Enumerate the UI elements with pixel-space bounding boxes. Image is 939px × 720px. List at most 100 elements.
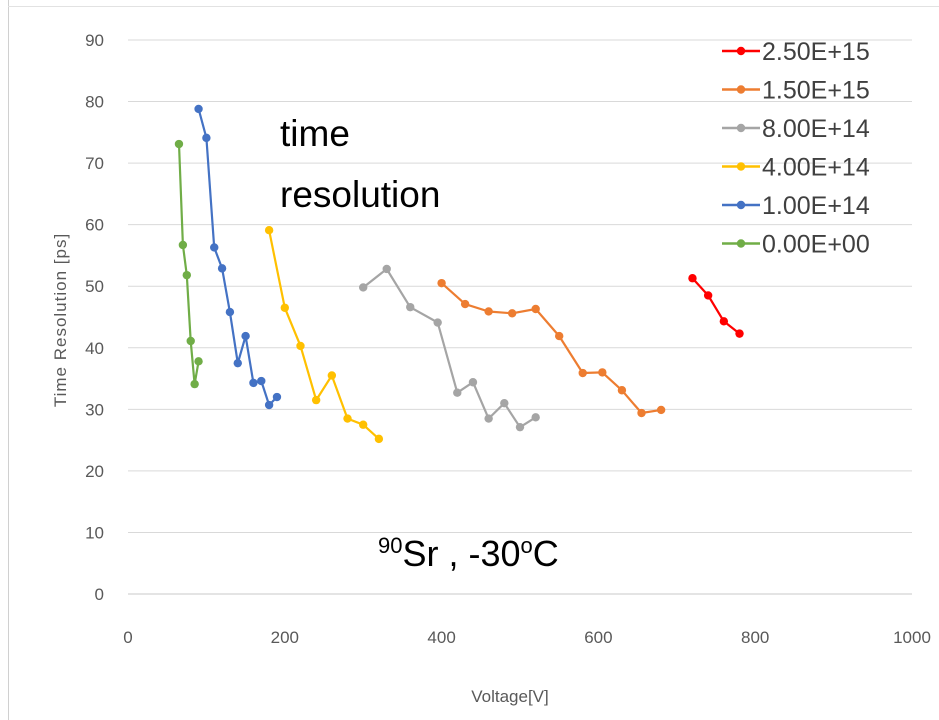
y-axis-title: Time Resolution [ps] xyxy=(51,233,70,407)
legend-entry: 2.50E+15 xyxy=(722,38,870,66)
data-point xyxy=(374,434,384,444)
data-point xyxy=(484,414,493,423)
annotation-isotope-mass: 90 xyxy=(378,533,402,558)
data-point xyxy=(719,317,729,326)
legend-entry: 1.00E+14 xyxy=(722,192,870,220)
x-tick-label: 200 xyxy=(271,628,299,647)
series-8.00E+14 xyxy=(359,264,540,432)
data-point xyxy=(382,264,391,274)
data-point xyxy=(272,392,282,402)
series-1.50E+15 xyxy=(437,278,666,418)
legend-label: 4.00E+14 xyxy=(762,154,870,182)
x-axis-title: Voltage[V] xyxy=(471,687,549,706)
data-point xyxy=(500,398,509,408)
legend-swatch-marker xyxy=(736,85,746,94)
y-tick-label: 60 xyxy=(85,216,104,235)
data-point xyxy=(598,368,607,377)
data-point xyxy=(460,299,470,309)
legend-swatch-marker xyxy=(736,123,746,133)
x-tick-label: 1000 xyxy=(893,628,931,647)
data-point xyxy=(210,243,219,252)
annotation-degree: o xyxy=(521,533,533,558)
annotation-resolution: resolution xyxy=(280,174,440,215)
data-point xyxy=(433,318,442,327)
data-point xyxy=(453,388,462,397)
series-line xyxy=(691,277,741,335)
x-tick-label: 600 xyxy=(584,628,612,647)
data-point xyxy=(359,283,368,292)
legend-label: 1.00E+14 xyxy=(762,192,870,220)
series-line xyxy=(268,229,380,440)
data-point xyxy=(264,400,274,410)
data-point xyxy=(468,378,478,387)
series-0.00E+00 xyxy=(174,139,203,389)
data-point xyxy=(280,303,289,312)
data-point xyxy=(484,307,493,316)
legend-label: 0.00E+00 xyxy=(762,231,870,259)
data-point xyxy=(555,331,564,341)
data-point xyxy=(174,139,184,149)
legend-swatch-marker xyxy=(736,200,746,210)
y-tick-label: 30 xyxy=(85,400,104,419)
data-point xyxy=(507,309,517,318)
data-point xyxy=(225,307,235,317)
legend-label: 1.50E+15 xyxy=(762,77,870,105)
x-tick-label: 0 xyxy=(123,628,132,647)
y-tick-label: 50 xyxy=(85,277,104,296)
legend-entry: 1.50E+15 xyxy=(722,77,870,105)
series-2.50E+15 xyxy=(688,274,744,338)
annotation-source-temp: 90Sr , -30oC xyxy=(378,533,559,574)
data-point xyxy=(406,302,415,312)
y-tick-label: 0 xyxy=(95,585,104,604)
y-tick-label: 10 xyxy=(85,523,104,542)
data-point xyxy=(437,278,446,288)
legend-label: 8.00E+14 xyxy=(762,115,870,143)
data-point xyxy=(656,405,666,415)
data-point xyxy=(190,379,199,389)
data-point xyxy=(217,264,227,273)
legend-swatch-marker xyxy=(736,239,746,248)
data-point xyxy=(249,378,258,388)
annotation-time: time xyxy=(280,113,350,154)
data-point xyxy=(257,376,266,386)
data-point xyxy=(578,368,587,378)
data-point xyxy=(296,341,305,351)
data-point xyxy=(182,270,191,280)
data-point xyxy=(688,274,697,283)
y-tick-label: 20 xyxy=(85,462,104,481)
legend-entry: 0.00E+00 xyxy=(722,231,870,259)
data-point xyxy=(178,240,188,250)
annotation-unit: C xyxy=(533,533,559,574)
data-point xyxy=(194,357,203,366)
data-point xyxy=(515,422,525,432)
y-tick-label: 70 xyxy=(85,154,104,173)
series-line xyxy=(362,267,537,429)
legend-label: 2.50E+15 xyxy=(762,38,870,66)
data-point xyxy=(264,226,274,235)
series-4.00E+14 xyxy=(264,226,384,444)
series-1.00E+14 xyxy=(194,104,282,410)
legend-swatch-marker xyxy=(736,162,746,171)
legend-entry: 8.00E+14 xyxy=(722,115,870,143)
data-point xyxy=(241,331,250,341)
data-point xyxy=(311,395,321,405)
y-tick-label: 40 xyxy=(85,339,104,358)
annotation-isotope-symbol: Sr , -30 xyxy=(402,533,520,574)
data-point xyxy=(186,336,195,346)
data-point xyxy=(531,413,540,422)
y-tick-label: 90 xyxy=(85,31,104,50)
frame-top-border xyxy=(8,6,939,7)
data-point xyxy=(359,420,368,429)
data-point xyxy=(194,104,203,114)
data-point xyxy=(531,304,540,314)
frame-left-border xyxy=(8,0,9,720)
data-point xyxy=(637,408,646,418)
legend-swatch-marker xyxy=(736,46,746,56)
data-point xyxy=(233,358,242,368)
x-tick-label: 400 xyxy=(427,628,455,647)
data-point xyxy=(343,414,352,423)
data-point xyxy=(202,133,211,143)
data-point xyxy=(617,386,627,395)
